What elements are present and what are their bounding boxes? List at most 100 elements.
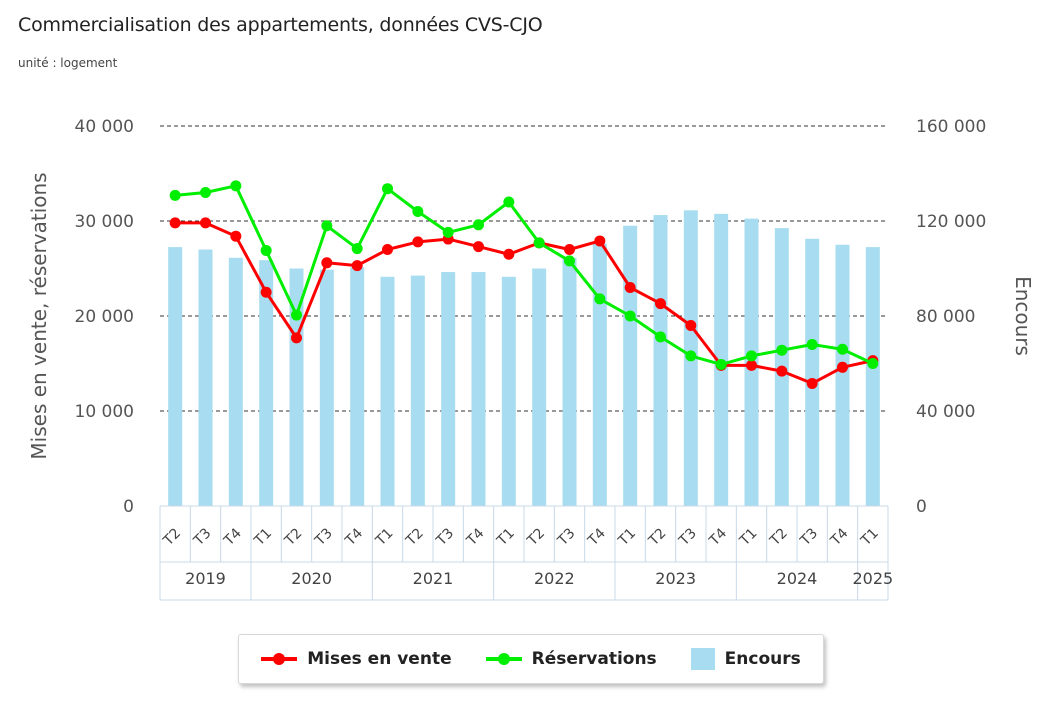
reservations-point [776,344,788,356]
reservations-point [655,331,666,343]
reservations-point [200,187,211,198]
reservations-point [473,219,484,231]
mises-en-vente-point [746,359,757,371]
y-left-tick-label: 0 [123,497,134,517]
x-tick-label-quarter: T2 [281,525,305,549]
y-right-tick-label: 120 000 [916,212,986,232]
encours-bar [592,243,607,506]
y-left-tick-label: 40 000 [75,117,134,137]
x-tick-label-quarter: T3 [797,525,821,549]
encours-bar [623,225,638,506]
mises-en-vente-point [200,217,211,229]
x-tick-label-quarter: T4 [827,525,851,549]
mises-en-vente-line [175,221,874,385]
encours-bar [410,275,425,506]
legend-item-reservations[interactable]: Réservations [485,649,657,669]
y-left-axis-title: Mises en vente, réservations [27,172,51,459]
encours-bar [228,257,243,506]
x-tick-label-quarter: T2 [645,525,669,549]
reservations-point [230,180,242,192]
mises-en-vente-point [351,260,363,272]
encours-bar [501,276,516,506]
x-tick-label-quarter: T4 [220,525,244,549]
reservations-line [175,184,874,366]
x-tick-label-quarter: T4 [706,525,730,549]
legend-label: Encours [724,649,801,669]
y-left-tick-label: 20 000 [75,307,134,327]
reservations-point [412,206,424,217]
mises-en-vente-point [564,244,575,255]
mises-en-vente-point [291,332,302,344]
reservations-point [624,310,636,322]
legend-item-encours[interactable]: Encours [690,648,801,670]
x-tick-label-year: 2019 [185,569,226,588]
mises-en-vente-point [503,248,515,260]
x-tick-label-quarter: T4 [463,525,487,549]
reservations-point [169,189,181,201]
x-tick-label-quarter: T4 [584,525,608,549]
x-tick-label-quarter: T2 [402,525,426,549]
mises-en-vente-point [473,241,484,253]
mises-en-vente-point [594,235,606,247]
reservations-point [533,237,545,249]
encours-bar [471,272,486,506]
reservations-point [260,244,272,256]
mises-en-vente-point [776,365,788,377]
reservations-point [321,220,333,232]
x-tick-label-quarter: T3 [311,525,335,549]
mises-en-vente-point [412,236,424,248]
legend-item-mises-en-vente[interactable]: Mises en vente [261,649,452,669]
chart-title: Commercialisation des appartements, donn… [18,14,543,36]
y-left-tick-label: 30 000 [75,212,134,232]
y-left-tick-label: 10 000 [75,402,134,422]
reservations-point [291,309,302,321]
encours-bar [319,269,334,506]
legend-bar-swatch-icon [690,648,715,670]
y-right-tick-label: 40 000 [916,402,975,422]
x-tick-label-quarter: T4 [342,525,366,549]
reservations-point [382,183,393,195]
mises-en-vente-point [685,320,697,331]
mises-en-vente-point [260,286,272,298]
mises-en-vente-point [230,230,242,242]
x-tick-label-year: 2024 [777,569,818,588]
mises-en-vente-point [382,244,393,255]
x-tick-label-year: 2023 [655,569,696,588]
encours-bar [198,249,213,506]
reservations-point [594,293,606,305]
encours-bars [168,210,880,506]
encours-bar [350,267,365,506]
x-tick-label-quarter: T1 [736,525,760,549]
chart-legend: Mises en vente Réservations Encours [238,634,824,684]
encours-bar [168,247,183,506]
x-tick-label-year: 2025 [852,569,893,588]
y-right-tick-label: 0 [916,497,927,517]
x-tick-label-year: 2022 [534,569,575,588]
reservations-point [442,226,454,238]
x-tick-label-quarter: T1 [251,525,275,549]
encours-bar [653,215,668,506]
line-series [169,180,879,389]
x-tick-label-quarter: T3 [433,525,457,549]
encours-bar [805,238,820,506]
x-tick-label-year: 2020 [291,569,332,588]
legend-line-marker-icon [485,652,522,666]
reservations-point [564,255,575,267]
x-tick-label-quarter: T1 [372,525,396,549]
mises-en-vente-point [169,217,181,229]
x-tick-label-quarter: T3 [190,525,214,549]
chart-subtitle: unité : logement [18,56,118,70]
y-right-axis-title: Encours [1011,276,1035,356]
legend-label: Mises en vente [307,649,452,669]
x-tick-label-year: 2021 [413,569,454,588]
x-tick-label-quarter: T3 [675,525,699,549]
x-tick-label-quarter: T2 [524,525,548,549]
encours-bar [865,247,880,506]
mises-en-vente-point [321,257,333,269]
mises-en-vente-point [655,298,666,310]
mises-en-vente-point [806,377,818,389]
encours-bar [380,276,395,506]
x-tick-label-quarter: T1 [615,525,639,549]
y-right-tick-label: 160 000 [916,117,986,137]
